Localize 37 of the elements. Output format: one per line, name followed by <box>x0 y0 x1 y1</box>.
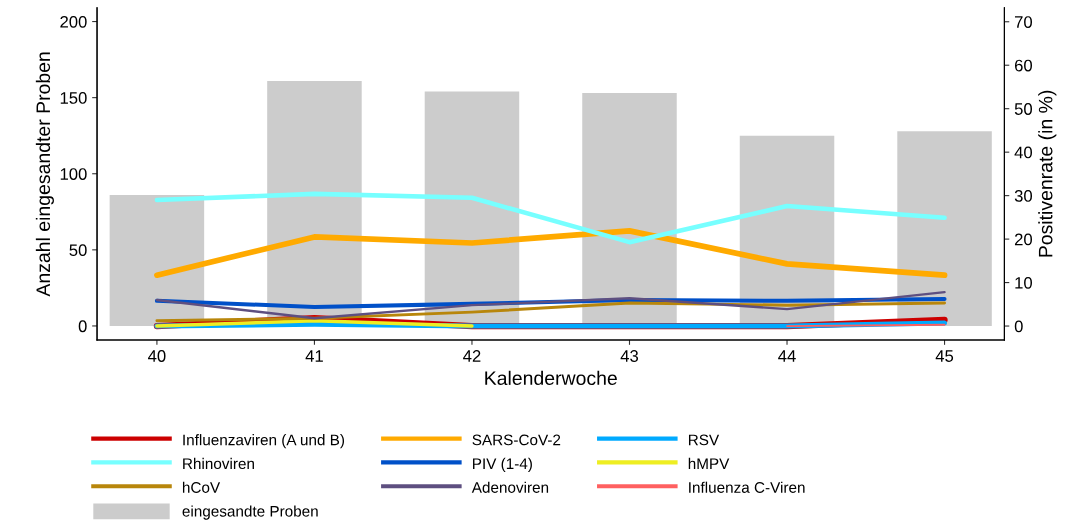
legend-label: hMPV <box>688 457 730 469</box>
legend-label: Rhinoviren <box>183 457 254 470</box>
y2-tick-label: 10 <box>1015 276 1033 289</box>
x-tick-label: 41 <box>305 350 323 362</box>
y2-tick-label: 40 <box>1014 146 1033 159</box>
line-series <box>154 191 947 245</box>
bar <box>109 195 205 326</box>
x-tick-label: 42 <box>463 350 481 362</box>
legend-label: RSV <box>688 434 720 446</box>
y2-tick-label: 50 <box>1014 103 1033 115</box>
y2-tick-label: 70 <box>1014 16 1033 28</box>
y2-tick-label: 60 <box>1014 59 1033 72</box>
y2-tick-label: 20 <box>1014 233 1033 246</box>
y-axis-title: Anzahl eingesandter Proben <box>35 52 54 297</box>
y-tick-label: 200 <box>60 15 87 28</box>
y-tick-label: 100 <box>60 168 87 180</box>
x-tick-label: 40 <box>148 350 166 362</box>
legend-label: Influenza C-Viren <box>689 481 805 493</box>
y2-tick-label: 30 <box>1014 190 1033 202</box>
x-axis-title: Kalenderwoche <box>485 370 617 386</box>
legend-label: Influenzaviren (A und B) <box>183 434 345 449</box>
line-series <box>155 290 946 320</box>
legend-label: eingesandte Proben <box>182 505 318 520</box>
legend-label: hCoV <box>182 481 221 493</box>
legend-label: SARS-CoV-2 <box>472 434 561 446</box>
y2-tick-label: 0 <box>1014 320 1023 333</box>
bar <box>897 131 992 326</box>
x-tick-label: 45 <box>935 350 954 362</box>
legend-label: Adenoviren <box>471 481 549 493</box>
legend-label: PIV (1-4) <box>473 457 532 473</box>
y2-axis-title: Positivenrate (in %) <box>1038 90 1057 257</box>
bar <box>582 93 677 326</box>
x-tick-label: 43 <box>620 350 639 362</box>
y-tick-label: 50 <box>69 244 87 257</box>
x-tick-label: 44 <box>778 350 796 362</box>
y-tick-label: 0 <box>78 320 87 333</box>
y-tick-label: 150 <box>60 92 87 104</box>
